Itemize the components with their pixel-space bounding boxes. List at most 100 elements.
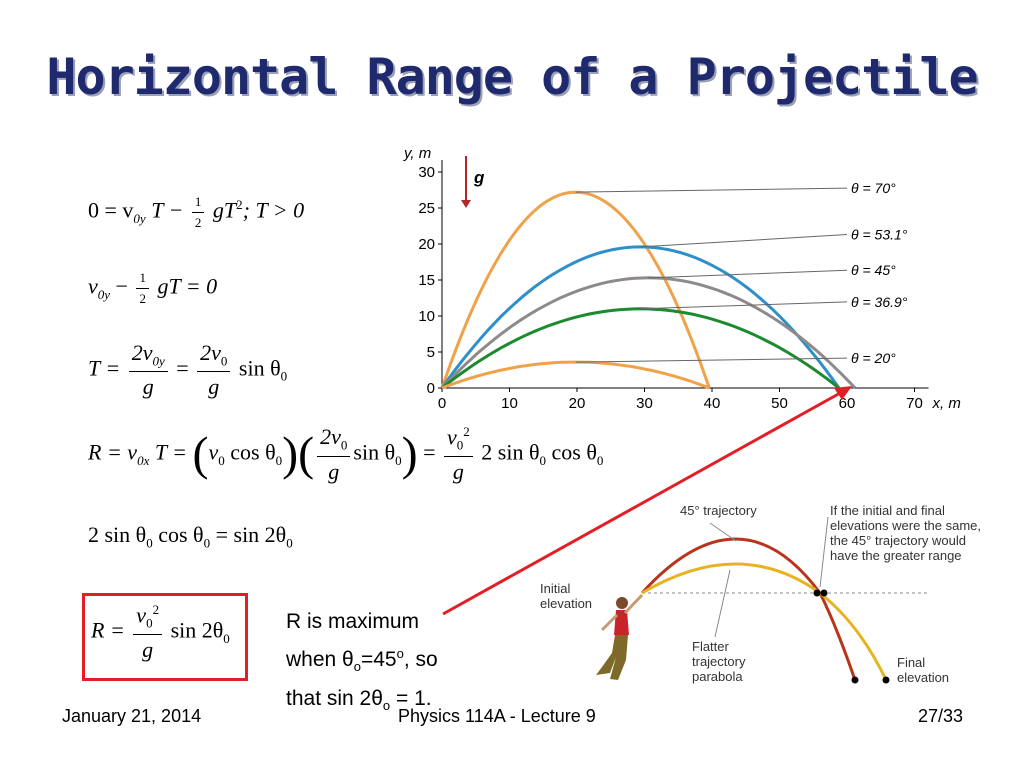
eq6-den: g xyxy=(142,636,154,662)
series-label: θ = 20° xyxy=(851,350,896,366)
eq4-sub: 0x xyxy=(137,452,150,468)
eq4-part-i: cos θ xyxy=(546,439,597,465)
note-line2-sup: o xyxy=(396,646,404,661)
eq6-fraction: v02 g xyxy=(133,602,163,663)
eq1-frac-den: 2 xyxy=(194,215,202,230)
final-dot-2 xyxy=(882,676,890,684)
note-line2-b: =45 xyxy=(360,648,397,671)
x-tick-label: 10 xyxy=(501,395,518,412)
landing-dot-2 xyxy=(820,589,828,597)
series-label: θ = 36.9° xyxy=(851,294,908,310)
eq6-part-b: sin 2θ xyxy=(170,617,224,643)
eq5-part-c: = sin 2θ xyxy=(210,522,287,547)
eq3-tail-sub: 0 xyxy=(280,368,288,384)
slide-title: Horizontal Range of a Projectile xyxy=(46,48,978,106)
equation-4: R = v0x T = (v0 cos θ0)(2v0 g sin θ0) = v0… xyxy=(88,424,603,485)
equation-6: R = v02 g sin 2θ0 xyxy=(91,602,230,663)
trajectory-flat-path xyxy=(641,562,888,681)
series-label: θ = 45° xyxy=(851,262,896,278)
eq4-paren-open-1: ( xyxy=(192,427,209,481)
footer-page-number: 27/33 xyxy=(918,706,964,726)
note-line2-a: when θ xyxy=(286,648,354,671)
series-label-leader xyxy=(575,357,848,363)
eq3-fraction-1: 2v0y g xyxy=(128,340,168,400)
eq4-c-sub: 0 xyxy=(218,452,225,468)
eq4-fraction-2: v02 g xyxy=(444,424,473,485)
max-range-note: R is maximum when θo=45o, so that sin 2θ… xyxy=(286,606,438,722)
eq3-equals: = xyxy=(176,355,189,381)
equation-3: T = 2v0y g = 2v0 g sin θ0 xyxy=(88,340,287,400)
label-flatter-leader xyxy=(714,569,731,638)
series-label-leader xyxy=(640,301,848,310)
eq2-frac-den: 2 xyxy=(139,291,146,306)
eq2-part-c: gT = 0 xyxy=(157,273,218,299)
pointer-arrow-line xyxy=(442,390,843,616)
equation-5: 2 sin θ0 cos θ0 = sin 2θ0 xyxy=(88,522,293,551)
note-line3-b: = 1. xyxy=(390,687,432,711)
trajectory-series-36.9 xyxy=(441,307,840,390)
eq4-paren-open-2: ( xyxy=(298,427,315,481)
eq2-subscript: 0y xyxy=(97,286,111,302)
eq4-e-sub: 0 xyxy=(395,452,402,468)
eq1-part-b: T − xyxy=(151,197,184,223)
label-45-leader xyxy=(709,522,737,542)
eq3-lhs: T = xyxy=(88,355,121,381)
gravity-label: g xyxy=(473,168,485,187)
eq4-part-d: cos θ xyxy=(224,439,276,465)
label-initial-line-1: Initial xyxy=(540,581,570,596)
y-tick-label: 15 xyxy=(418,272,435,289)
eq1-frac-num: 1 xyxy=(191,194,205,213)
eq5-c-sub: 0 xyxy=(286,535,293,551)
eq4-paren-close-1: ) xyxy=(282,427,299,481)
eq4-f-num-sub: 0 xyxy=(340,437,348,453)
eq4-equals: = xyxy=(423,439,436,465)
eq6-num-sub: 0 xyxy=(146,615,153,631)
x-tick-label: 40 xyxy=(704,395,721,412)
trajectory-inset: 45° trajectory If the initial and final … xyxy=(540,503,981,685)
eq4-h-sub: 0 xyxy=(539,452,547,468)
gravity-arrow-head xyxy=(461,200,471,208)
x-tick-label: 0 xyxy=(438,395,446,412)
eq2-part-a: v xyxy=(88,273,98,299)
label-flatter-line-3: parabola xyxy=(692,669,743,684)
x-tick-label: 20 xyxy=(569,395,586,412)
eq1-part-d: ; T > 0 xyxy=(242,197,305,223)
thrower-figure xyxy=(596,593,644,680)
eq4-part-h: 2 sin θ xyxy=(481,439,540,465)
eq3-f1-sub: 0y xyxy=(152,353,165,369)
eq3-f2-sub: 0 xyxy=(220,353,228,369)
eq6-b-sub: 0 xyxy=(223,630,230,646)
series-label-leader xyxy=(575,187,848,193)
eq1-superscript: 2 xyxy=(236,197,243,213)
eq2-frac-num: 1 xyxy=(136,270,149,289)
label-flatter-line-1: Flatter xyxy=(692,639,730,654)
eq4-g-den: g xyxy=(452,458,464,484)
x-tick-label: 50 xyxy=(771,395,788,412)
eq1-subscript: 0y xyxy=(133,210,146,226)
y-tick-label: 0 xyxy=(427,380,435,397)
x-tick-label: 60 xyxy=(839,395,856,412)
eq4-g-num-sub: 0 xyxy=(456,437,464,453)
eq4-f-num: 2v xyxy=(320,424,341,450)
eq3-f1-den: g xyxy=(142,374,154,400)
inset-note-line-3: the 45° trajectory would xyxy=(830,533,966,548)
label-final-line-2: elevation xyxy=(897,670,949,685)
eq4-part-a: R = v xyxy=(88,439,138,465)
eq5-part-a: 2 sin θ xyxy=(88,522,147,547)
note-line3-sub: o xyxy=(382,698,391,714)
eq4-i-sub: 0 xyxy=(596,452,604,468)
eq1-part-c: gT xyxy=(212,197,237,223)
note-leader xyxy=(819,516,829,588)
label-45-trajectory: 45° trajectory xyxy=(680,503,757,518)
eq4-d-sub: 0 xyxy=(275,452,283,468)
note-line2-c: , so xyxy=(403,648,438,671)
label-flatter-line-2: trajectory xyxy=(692,654,746,669)
inset-note-line-2: elevations were the same, xyxy=(830,518,981,533)
eq4-part-c: v xyxy=(208,439,219,465)
footer-course: Physics 114A - Lecture 9 xyxy=(398,706,596,726)
eq4-f-den: g xyxy=(328,458,340,484)
x-tick-label: 70 xyxy=(906,395,923,412)
trajectory-chart: 0 10 20 30 40 50 60 70 0 5 10 15 20 25 30 x, m y, m θ = … xyxy=(403,145,961,412)
